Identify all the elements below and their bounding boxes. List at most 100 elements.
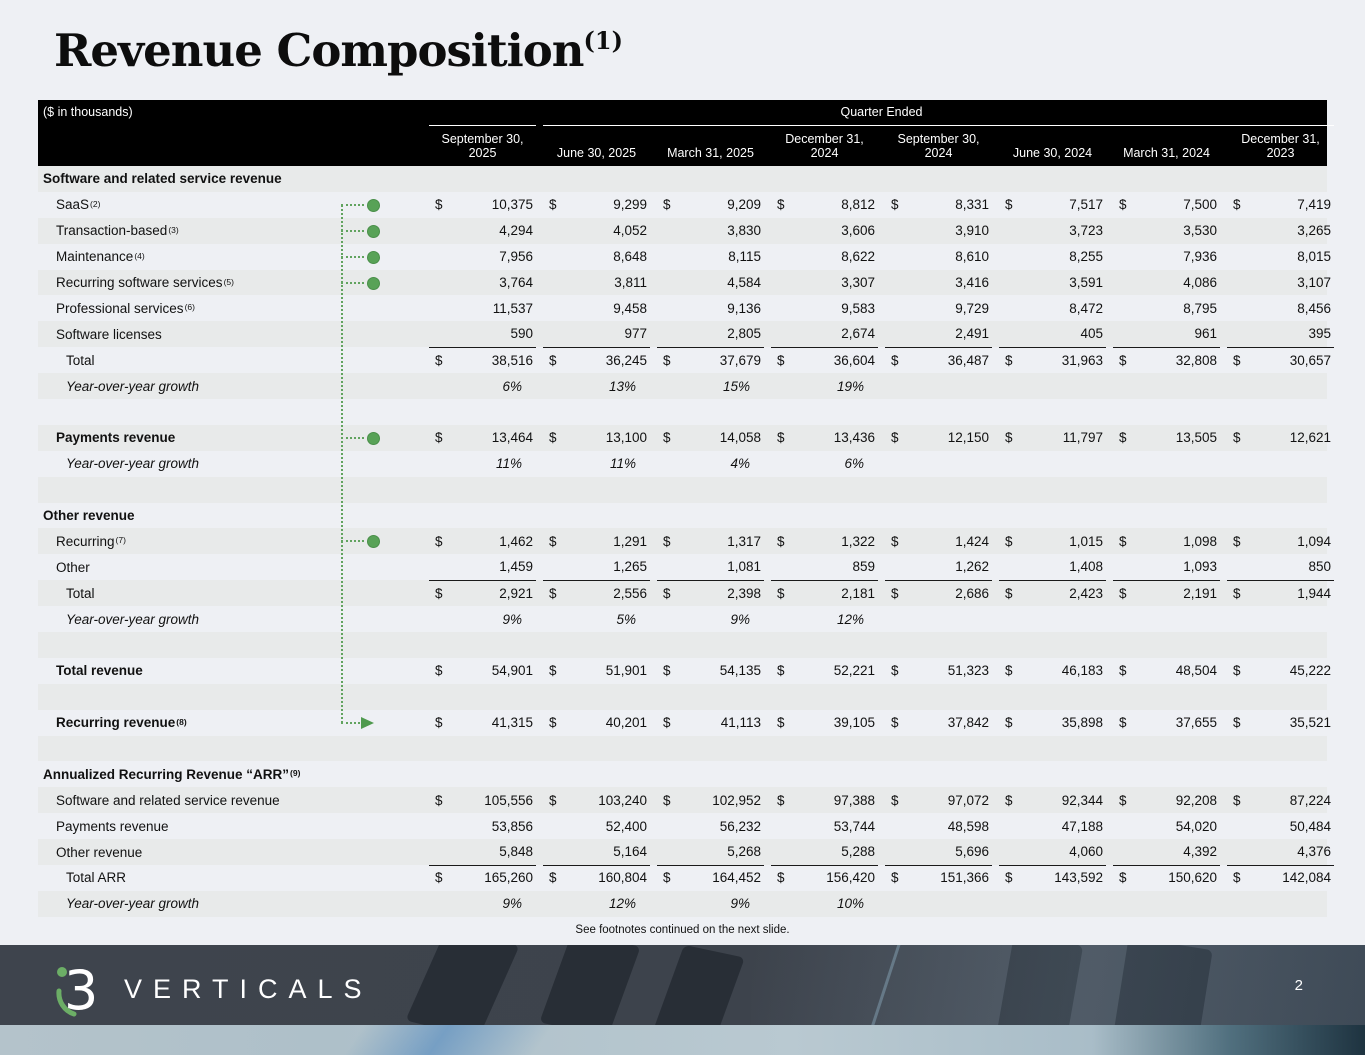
cell-value: 850 bbox=[1308, 559, 1331, 575]
cell-value: 2,423 bbox=[1069, 585, 1103, 601]
value-cell: 9% bbox=[657, 606, 764, 632]
cell-value: 97,072 bbox=[947, 792, 989, 808]
cell-value: 41,315 bbox=[491, 715, 533, 731]
cell-value: 1,081 bbox=[727, 559, 761, 575]
svg-text:3: 3 bbox=[64, 959, 98, 1021]
cell-value: 46,183 bbox=[1061, 663, 1103, 679]
value-cell: $32,808 bbox=[1113, 347, 1220, 373]
cell-value: 13,436 bbox=[833, 430, 875, 446]
cell-value: 4,584 bbox=[727, 275, 761, 290]
value-cell: 5,848 bbox=[429, 839, 536, 866]
value-cell: $13,505 bbox=[1113, 425, 1220, 451]
value-cell: $92,344 bbox=[999, 787, 1106, 813]
value-cell: 50,484 bbox=[1227, 813, 1334, 839]
cell-value: 4% bbox=[730, 456, 750, 472]
cell-value: 19% bbox=[836, 378, 864, 394]
revenue-table: ($ in thousands) Quarter Ended September… bbox=[38, 100, 1334, 917]
dollar-sign: $ bbox=[1233, 870, 1241, 886]
cell-value: 5% bbox=[616, 611, 636, 627]
row-label: Recurring revenue (8) bbox=[56, 715, 187, 731]
cell-value: 1,424 bbox=[955, 533, 989, 549]
value-cell: 8,795 bbox=[1113, 295, 1220, 321]
i3-logo-mark: 3 bbox=[56, 959, 98, 1021]
dollar-sign: $ bbox=[1119, 585, 1127, 601]
cell-value: 1,094 bbox=[1297, 533, 1331, 549]
cell-value: 9,458 bbox=[613, 300, 647, 316]
dollar-sign: $ bbox=[891, 352, 899, 368]
cell-value: 9% bbox=[502, 611, 522, 627]
keyboard-photo-shape bbox=[539, 945, 641, 1025]
dollar-sign: $ bbox=[777, 585, 785, 601]
value-cell: $7,500 bbox=[1113, 192, 1220, 218]
row-label: Other revenue bbox=[43, 508, 135, 524]
cell-value: 1,265 bbox=[613, 559, 647, 575]
column-header: December 31, 2024 bbox=[785, 131, 864, 161]
cell-value: 8,622 bbox=[841, 249, 875, 265]
value-cell: $87,224 bbox=[1227, 787, 1334, 813]
cell-value: 1,322 bbox=[841, 533, 875, 549]
cell-value: 92,208 bbox=[1175, 792, 1217, 808]
value-cell: 405 bbox=[999, 321, 1106, 348]
cell-value: 1,459 bbox=[499, 559, 533, 575]
value-cell: 6% bbox=[429, 373, 536, 399]
cell-value: 2,398 bbox=[727, 585, 761, 601]
row-label: Total ARR bbox=[66, 870, 127, 886]
value-cell: $54,135 bbox=[657, 658, 764, 684]
value-cell: 19% bbox=[771, 373, 878, 399]
row-label: Other revenue bbox=[56, 844, 143, 860]
cell-value: 13,464 bbox=[491, 430, 533, 446]
cell-value: 2,181 bbox=[841, 585, 875, 601]
cell-value: 8,456 bbox=[1297, 300, 1331, 316]
cell-value: 143,592 bbox=[1054, 870, 1103, 886]
dollar-sign: $ bbox=[1233, 663, 1241, 679]
cell-value: 5,164 bbox=[613, 844, 647, 860]
dollar-sign: $ bbox=[1233, 792, 1241, 808]
cell-value: 54,020 bbox=[1175, 818, 1217, 834]
row-label: Annualized Recurring Revenue “ARR” (9) bbox=[43, 766, 301, 782]
spacer-row bbox=[38, 632, 1327, 658]
value-cell: 15% bbox=[657, 373, 764, 399]
footer-band: 3 VERTICALS 2 bbox=[0, 945, 1365, 1025]
value-cell: 5,696 bbox=[885, 839, 992, 866]
value-cell bbox=[1113, 451, 1220, 477]
cell-value: 47,188 bbox=[1061, 818, 1103, 834]
dollar-sign: $ bbox=[1119, 197, 1127, 213]
cell-value: 9,209 bbox=[727, 197, 761, 213]
footer-photo-strip bbox=[0, 1025, 1365, 1055]
cell-value: 6% bbox=[502, 378, 522, 394]
cell-value: 12% bbox=[836, 611, 864, 627]
value-cell: $35,521 bbox=[1227, 710, 1334, 736]
row-label: Maintenance (4) bbox=[56, 249, 145, 265]
value-cell bbox=[999, 373, 1106, 399]
value-cell: 4% bbox=[657, 451, 764, 477]
dollar-sign: $ bbox=[1119, 715, 1127, 731]
table-row: Total $38,516 $36,245 $37,679 $36,604 $36,487… bbox=[38, 347, 1331, 373]
cell-value: 12,150 bbox=[947, 430, 989, 446]
cell-value: 4,294 bbox=[499, 223, 533, 239]
cell-value: 2,556 bbox=[613, 585, 647, 601]
table-body: Software and related service revenue SaaS… bbox=[38, 166, 1334, 917]
spacer-row bbox=[38, 399, 1327, 425]
value-cell bbox=[1227, 451, 1334, 477]
page-title: Revenue Composition(1) bbox=[54, 24, 623, 77]
value-cell: $8,331 bbox=[885, 192, 992, 218]
value-cell: 4,086 bbox=[1113, 270, 1220, 296]
table-row: Other 1,459 1,265 1,081 859 1,262 1,408 1,093 85… bbox=[38, 554, 1334, 581]
value-cell: $13,436 bbox=[771, 425, 878, 451]
dollar-sign: $ bbox=[1005, 663, 1013, 679]
cell-value: 35,521 bbox=[1289, 715, 1331, 731]
value-cell: $2,921 bbox=[429, 580, 536, 606]
value-cell: 7,936 bbox=[1113, 244, 1220, 270]
row-label: SaaS (2) bbox=[56, 197, 101, 213]
value-cell: 961 bbox=[1113, 321, 1220, 348]
value-cell: $46,183 bbox=[999, 658, 1106, 684]
cell-value: 160,804 bbox=[598, 870, 647, 886]
table-row: SaaS (2) $10,375 $9,299 $9,209 $8,812 $8,331 $7… bbox=[38, 192, 1331, 218]
value-cell: 395 bbox=[1227, 321, 1334, 348]
value-cell bbox=[885, 451, 992, 477]
value-cell: 850 bbox=[1227, 554, 1334, 581]
value-cell: 3,723 bbox=[999, 218, 1106, 244]
cell-value: 2,191 bbox=[1183, 585, 1217, 601]
cell-value: 9% bbox=[502, 896, 522, 912]
